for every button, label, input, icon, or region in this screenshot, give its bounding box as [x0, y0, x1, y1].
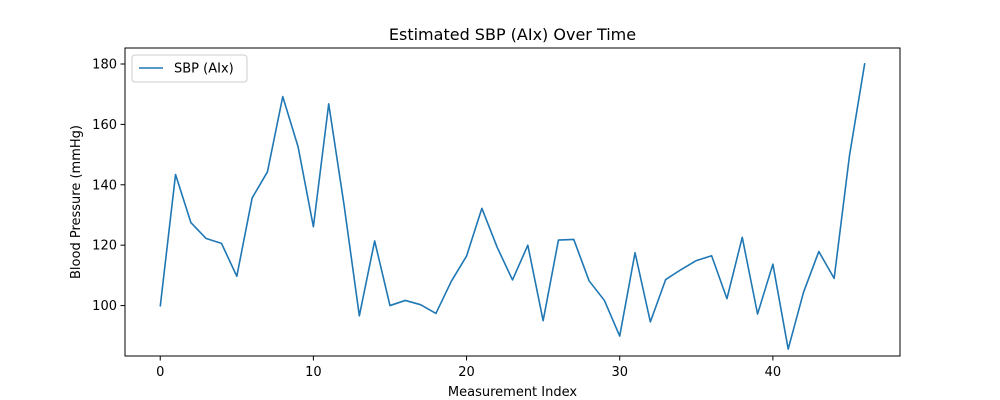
y-tick-label: 160 — [92, 118, 117, 133]
y-tick-label: 180 — [92, 58, 117, 73]
legend-box — [131, 54, 248, 83]
legend: SBP (AIx) — [131, 54, 248, 83]
series-line-sbp — [159, 62, 866, 350]
x-tick-label: 10 — [305, 365, 322, 380]
chart-title: Estimated SBP (AIx) Over Time — [389, 25, 636, 44]
y-axis-label: Blood Pressure (mmHg) — [69, 125, 84, 279]
legend-label-sbp: SBP (AIx) — [174, 62, 234, 77]
x-tick-label: 20 — [458, 365, 475, 380]
x-axis-label: Measurement Index — [448, 385, 577, 400]
y-tick-label: 140 — [92, 178, 117, 193]
y-axis-ticks: 100 120 140 160 180 — [92, 58, 125, 314]
x-tick-label: 40 — [765, 365, 782, 380]
x-tick-label: 0 — [156, 365, 164, 380]
y-tick-label: 120 — [92, 239, 117, 254]
series-layer — [159, 62, 866, 350]
y-tick-label: 100 — [92, 299, 117, 314]
plot-area-frame — [124, 47, 901, 357]
x-tick-label: 30 — [611, 365, 628, 380]
x-axis-ticks: 0 10 20 30 40 — [156, 356, 781, 380]
